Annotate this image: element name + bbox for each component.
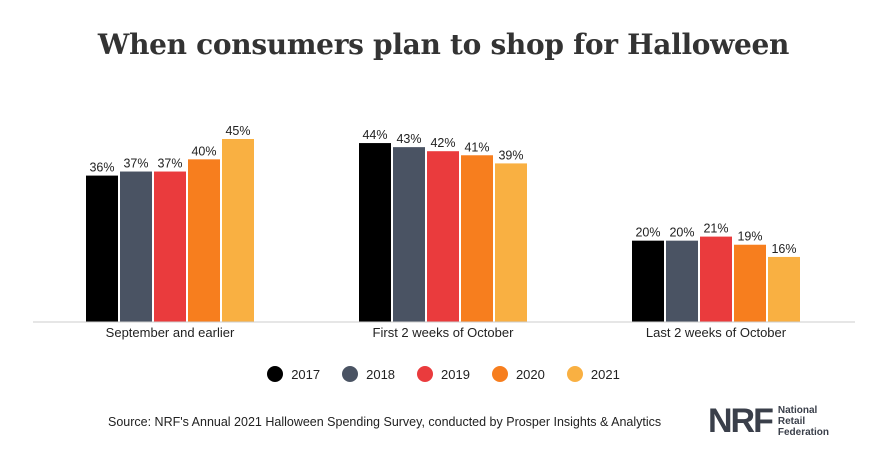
legend-label-2017: 2017 xyxy=(291,366,321,382)
nrf-logo: NRF National Retail Federation xyxy=(708,404,829,438)
data-label-2020-2: 41% xyxy=(464,140,489,154)
logo-line-1: National xyxy=(777,404,818,416)
legend-item-2018: 2018 xyxy=(342,366,395,382)
data-label-2017-2: 44% xyxy=(362,128,387,142)
legend-label-2020: 2020 xyxy=(515,366,545,382)
bar-2020-2 xyxy=(461,155,493,322)
bar-2018-1 xyxy=(120,171,152,322)
legend-swatch-2020 xyxy=(491,366,508,382)
bar-2017-1 xyxy=(86,175,118,322)
bar-2018-2 xyxy=(393,147,425,322)
legend-swatch-2018 xyxy=(342,366,359,382)
data-label-2017-3: 20% xyxy=(635,226,660,240)
bar-2021-3 xyxy=(768,256,800,322)
data-label-2020-1: 40% xyxy=(191,144,216,158)
bar-2017-2 xyxy=(359,143,391,322)
legend-item-2019: 2019 xyxy=(417,366,470,382)
legend-item-2017: 2017 xyxy=(267,366,320,382)
legend-label-2019: 2019 xyxy=(441,366,470,382)
bar-2019-3 xyxy=(700,236,732,322)
source-note: Source: NRF's Annual 2021 Halloween Spen… xyxy=(108,415,662,429)
data-label-2019-2: 42% xyxy=(430,136,455,150)
legend-label-2021: 2021 xyxy=(590,366,620,382)
x-tick-label-2: First 2 weeks of October xyxy=(373,325,515,340)
data-label-2017-1: 36% xyxy=(89,161,114,175)
legend-swatch-2021 xyxy=(566,366,583,382)
data-label-2021-3: 16% xyxy=(771,242,796,256)
data-label-2021-2: 39% xyxy=(498,148,523,162)
legend: 2017 2018 2019 2020 2021 xyxy=(0,366,887,382)
bars-group: 36% 37% 37% 40% 45% 44% 43% 42% 41% 39% 20% 20% 21% 1… xyxy=(86,124,800,322)
data-label-2019-3: 21% xyxy=(703,222,728,236)
data-label-2021-1: 45% xyxy=(225,124,250,138)
bar-2021-2 xyxy=(495,163,527,322)
legend-item-2020: 2020 xyxy=(491,366,545,382)
bar-2017-3 xyxy=(632,240,664,322)
bar-2018-3 xyxy=(666,240,698,322)
logo-line-2: Retail xyxy=(777,415,806,427)
bar-chart: 36% 37% 37% 40% 45% 44% 43% 42% 41% 39% 20% 20% 21% 1… xyxy=(33,124,855,340)
x-axis-labels: September and earlier First 2 weeks of Oc… xyxy=(106,325,787,340)
x-tick-label-3: Last 2 weeks of October xyxy=(646,325,787,340)
data-label-2018-2: 43% xyxy=(396,132,421,146)
legend-label-2018: 2018 xyxy=(366,366,396,382)
bar-2020-1 xyxy=(188,159,220,322)
data-label-2019-1: 37% xyxy=(157,157,182,171)
bar-2021-1 xyxy=(222,139,254,322)
legend-item-2021: 2021 xyxy=(566,366,620,382)
logo-mark: NRF xyxy=(708,402,774,440)
legend-swatch-2019 xyxy=(417,366,434,382)
logo-line-3: Federation xyxy=(777,426,830,438)
bar-2020-3 xyxy=(734,244,766,322)
data-label-2020-3: 19% xyxy=(737,230,762,244)
data-label-2018-3: 20% xyxy=(669,226,694,240)
bar-2019-1 xyxy=(154,171,186,322)
data-label-2018-1: 37% xyxy=(123,157,148,171)
x-tick-label-1: September and earlier xyxy=(106,325,235,340)
bar-2019-2 xyxy=(427,151,459,322)
chart-title: When consumers plan to shop for Hallowee… xyxy=(97,28,790,61)
logo-text: National Retail Federation xyxy=(778,405,829,438)
legend-swatch-2017 xyxy=(267,366,284,382)
